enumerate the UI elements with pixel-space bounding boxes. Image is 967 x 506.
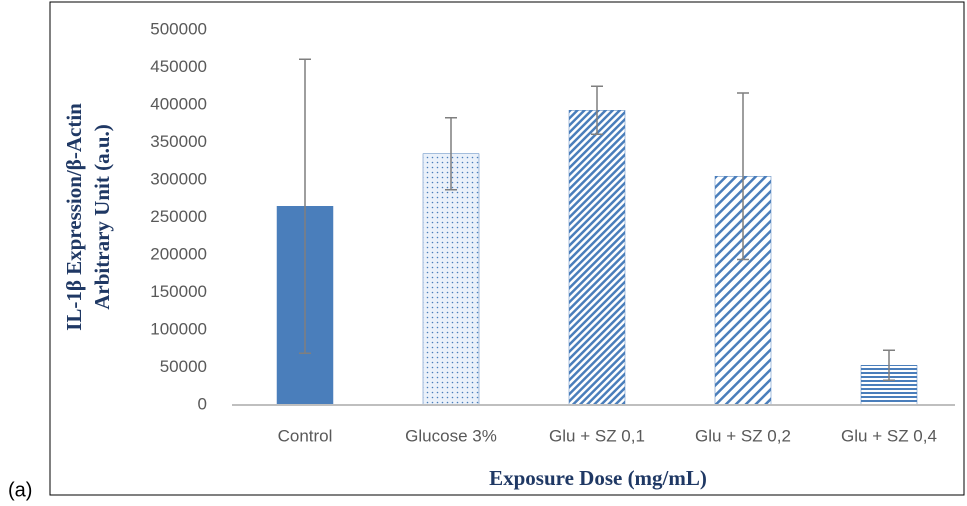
- x-axis-title: Exposure Dose (mg/mL): [489, 466, 707, 490]
- error-bar: [883, 349, 895, 381]
- y-tick-label: 250000: [150, 207, 207, 226]
- x-tick-label: Glucose 3%: [405, 426, 497, 445]
- y-tick-label: 350000: [150, 132, 207, 151]
- y-tick-label: 0: [198, 394, 207, 413]
- y-tick-label: 200000: [150, 244, 207, 263]
- y-tick-label: 500000: [150, 19, 207, 38]
- error-bar: [591, 85, 603, 135]
- y-tick-label: 50000: [160, 357, 207, 376]
- x-tick-label: Glu + SZ 0,4: [841, 426, 937, 445]
- y-tick-label: 150000: [150, 282, 207, 301]
- x-tick-label: Glu + SZ 0,2: [695, 426, 791, 445]
- error-bar: [299, 58, 311, 354]
- bar: [568, 110, 626, 406]
- y-tick-label: 100000: [150, 319, 207, 338]
- chart-border: [49, 1, 965, 496]
- x-tick-label: Glu + SZ 0,1: [549, 426, 645, 445]
- y-tick-label: 450000: [150, 57, 207, 76]
- x-tick-label: Control: [278, 426, 333, 445]
- panel-label: (a): [8, 479, 32, 501]
- y-axis-title: IL-1β Expression/β-Actin: [62, 103, 86, 331]
- bar: [422, 153, 480, 406]
- y-tick-label: 300000: [150, 169, 207, 188]
- y-axis-title: Arbitrary Unit (a.u.): [90, 124, 114, 309]
- error-bar: [737, 92, 749, 261]
- y-tick-label: 400000: [150, 94, 207, 113]
- error-bar: [445, 117, 457, 191]
